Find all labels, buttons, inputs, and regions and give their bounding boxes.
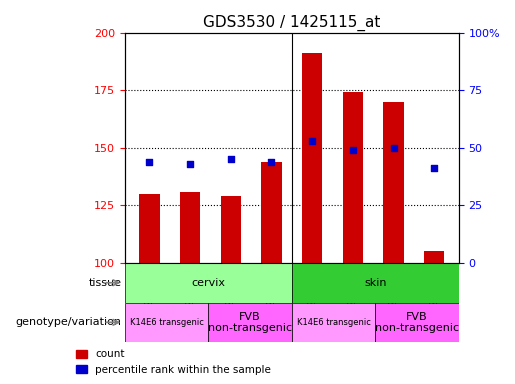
Point bbox=[267, 159, 276, 165]
Bar bbox=[139, 194, 160, 263]
Text: tissue: tissue bbox=[89, 278, 122, 288]
Title: GDS3530 / 1425115_at: GDS3530 / 1425115_at bbox=[203, 15, 381, 31]
Text: FVB
non-transgenic: FVB non-transgenic bbox=[208, 311, 292, 333]
Text: skin: skin bbox=[364, 278, 386, 288]
Point bbox=[145, 159, 153, 165]
FancyBboxPatch shape bbox=[292, 263, 459, 303]
Bar bbox=[383, 102, 404, 263]
FancyBboxPatch shape bbox=[209, 303, 292, 342]
Bar bbox=[261, 162, 282, 263]
Bar bbox=[220, 196, 241, 263]
FancyBboxPatch shape bbox=[375, 303, 459, 342]
Point bbox=[308, 138, 316, 144]
Bar bbox=[180, 192, 200, 263]
Text: K14E6 transgenic: K14E6 transgenic bbox=[130, 318, 203, 327]
FancyBboxPatch shape bbox=[125, 263, 292, 303]
Text: genotype/variation: genotype/variation bbox=[15, 317, 122, 327]
Point bbox=[227, 156, 235, 162]
Point bbox=[430, 166, 438, 172]
Legend: count, percentile rank within the sample: count, percentile rank within the sample bbox=[72, 345, 275, 379]
Point bbox=[186, 161, 194, 167]
Point bbox=[349, 147, 357, 153]
Bar bbox=[424, 252, 444, 263]
FancyBboxPatch shape bbox=[125, 303, 209, 342]
FancyBboxPatch shape bbox=[292, 303, 375, 342]
Bar bbox=[302, 53, 322, 263]
Point bbox=[389, 145, 398, 151]
Bar bbox=[342, 93, 363, 263]
Text: K14E6 transgenic: K14E6 transgenic bbox=[297, 318, 370, 327]
Text: cervix: cervix bbox=[192, 278, 226, 288]
Text: FVB
non-transgenic: FVB non-transgenic bbox=[375, 311, 459, 333]
